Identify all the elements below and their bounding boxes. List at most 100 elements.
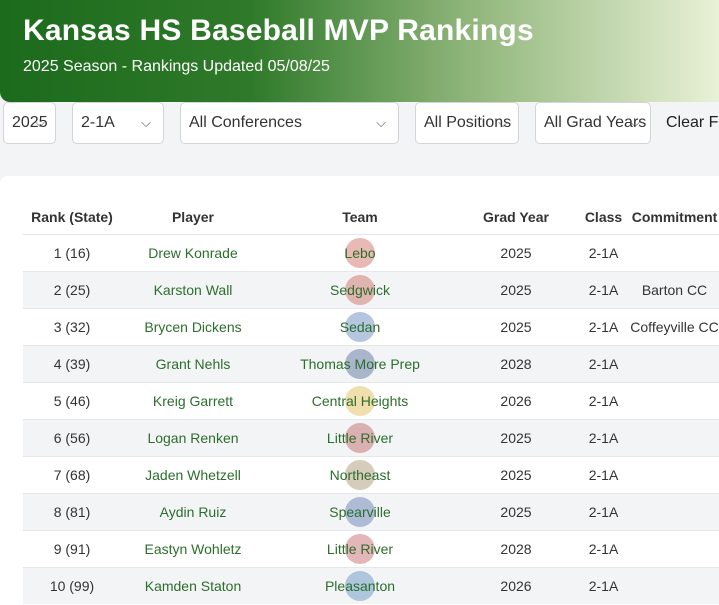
team-link[interactable]: Little River: [326, 430, 394, 446]
team-cell[interactable]: Lebo: [265, 234, 455, 272]
position-select[interactable]: All Positions ⌵: [415, 102, 519, 144]
rank-cell: 2 (25): [23, 271, 121, 309]
commitment-cell: [630, 419, 719, 457]
page-title: Kansas HS Baseball MVP Rankings: [23, 14, 534, 47]
team-wrapper: Lebo: [344, 238, 376, 268]
grad-year-select-value: All Grad Years: [544, 114, 647, 131]
player-link[interactable]: Eastyn Wohletz: [121, 530, 265, 568]
column-header-grad-year[interactable]: Grad Year: [483, 209, 549, 225]
conference-select[interactable]: All Conferences ⌵: [180, 102, 399, 144]
column-header-class[interactable]: Class: [584, 209, 623, 225]
table-row: 1 (16) Drew Konrade Lebo 2025 2-1A: [23, 234, 719, 272]
class-cell: 2-1A: [577, 271, 630, 309]
rank-cell: 4 (39): [23, 345, 121, 383]
year-select[interactable]: 2025 ⌵: [3, 102, 56, 144]
team-wrapper: Sedgwick: [330, 275, 390, 305]
team-cell[interactable]: Pleasanton: [265, 567, 455, 604]
commitment-cell: [630, 567, 719, 604]
clear-filters-button[interactable]: Clear Fi: [666, 114, 719, 131]
team-cell[interactable]: Spearville: [265, 493, 455, 531]
table-row: 9 (91) Eastyn Wohletz Little River 2028 2-1A: [23, 530, 719, 568]
column-header-commitment[interactable]: Commitment: [631, 209, 718, 225]
rank-cell: 8 (81): [23, 493, 121, 531]
table-row: 3 (32) Brycen Dickens Sedan 2025 2-1A Coffeyv…: [23, 308, 719, 346]
team-link[interactable]: Northeast: [329, 467, 391, 483]
table-row: 4 (39) Grant Nehls Thomas More Prep 2028 2-1…: [23, 345, 719, 383]
player-link[interactable]: Aydin Ruiz: [121, 493, 265, 531]
team-logo-icon: [345, 238, 375, 268]
position-select-value: All Positions: [424, 114, 512, 131]
team-cell[interactable]: Northeast: [265, 456, 455, 494]
rankings-panel: Rank (State) Player Team Grad Year Class…: [0, 176, 719, 605]
team-logo-icon: [344, 349, 375, 379]
class-cell: 2-1A: [577, 308, 630, 346]
team-wrapper: Thomas More Prep: [300, 349, 420, 379]
team-logo-icon: [345, 386, 375, 416]
grad-year-cell: 2026: [455, 567, 577, 604]
team-link[interactable]: Pleasanton: [324, 578, 396, 594]
class-select-value: 2-1A: [81, 114, 115, 131]
table-row: 7 (68) Jaden Whetzell Northeast 2025 2-1A: [23, 456, 719, 494]
player-link[interactable]: Drew Konrade: [121, 234, 265, 272]
grad-year-cell: 2028: [455, 530, 577, 568]
chevron-down-icon: ⌵: [35, 115, 45, 130]
team-wrapper: Central Heights: [311, 386, 409, 416]
grad-year-cell: 2025: [455, 419, 577, 457]
rankings-table: Rank (State) Player Team Grad Year Class…: [23, 200, 719, 604]
column-header-player[interactable]: Player: [171, 209, 215, 225]
class-select[interactable]: 2-1A ⌵: [72, 102, 164, 144]
team-link[interactable]: Lebo: [344, 245, 376, 261]
team-link[interactable]: Little River: [326, 541, 394, 557]
team-link[interactable]: Central Heights: [311, 393, 409, 409]
class-cell: 2-1A: [577, 530, 630, 568]
player-link[interactable]: Kamden Staton: [121, 567, 265, 604]
team-logo-icon: [344, 312, 375, 342]
player-link[interactable]: Brycen Dickens: [121, 308, 265, 346]
grad-year-cell: 2025: [455, 493, 577, 531]
team-link[interactable]: Spearville: [329, 504, 391, 520]
player-link[interactable]: Karston Wall: [121, 271, 265, 309]
chevron-down-icon: ⌵: [498, 115, 508, 130]
table-row: 2 (25) Karston Wall Sedgwick 2025 2-1A Barton…: [23, 271, 719, 309]
team-link[interactable]: Thomas More Prep: [300, 356, 420, 372]
commitment-cell: [630, 493, 719, 531]
player-link[interactable]: Kreig Garrett: [121, 382, 265, 420]
team-cell[interactable]: Sedgwick: [265, 271, 455, 309]
team-logo-icon: [344, 423, 375, 453]
commitment-cell: [630, 456, 719, 494]
table-header-row: Rank (State) Player Team Grad Year Class…: [23, 200, 719, 235]
filter-bar: 2025 ⌵ 2-1A ⌵ All Conferences ⌵ All Posi…: [0, 102, 719, 152]
page-header: Kansas HS Baseball MVP Rankings 2025 Sea…: [0, 0, 719, 102]
team-wrapper: Sedan: [339, 312, 381, 342]
team-cell[interactable]: Little River: [265, 419, 455, 457]
team-cell[interactable]: Thomas More Prep: [265, 345, 455, 383]
conference-select-value: All Conferences: [189, 114, 302, 131]
class-cell: 2-1A: [577, 456, 630, 494]
table-row: 5 (46) Kreig Garrett Central Heights 2026 2-…: [23, 382, 719, 420]
team-logo-icon: [345, 571, 375, 601]
team-cell[interactable]: Central Heights: [265, 382, 455, 420]
rank-cell: 1 (16): [23, 234, 121, 272]
rank-cell: 3 (32): [23, 308, 121, 346]
grad-year-cell: 2025: [455, 456, 577, 494]
team-link[interactable]: Sedan: [339, 319, 381, 335]
commitment-cell: [630, 382, 719, 420]
team-logo-icon: [344, 497, 375, 527]
grad-year-select[interactable]: All Grad Years ⌵: [535, 102, 651, 144]
commitment-cell: Barton CC: [630, 271, 719, 309]
team-wrapper: Little River: [326, 534, 394, 564]
chevron-down-icon: ⌵: [376, 115, 386, 130]
player-link[interactable]: Logan Renken: [121, 419, 265, 457]
team-cell[interactable]: Sedan: [265, 308, 455, 346]
column-header-rank[interactable]: Rank (State): [31, 209, 113, 225]
team-cell[interactable]: Little River: [265, 530, 455, 568]
player-link[interactable]: Grant Nehls: [121, 345, 265, 383]
class-cell: 2-1A: [577, 493, 630, 531]
team-logo-icon: [344, 460, 375, 490]
team-link[interactable]: Sedgwick: [330, 282, 390, 298]
commitment-cell: Coffeyville CC: [630, 308, 719, 346]
column-header-team[interactable]: Team: [342, 209, 378, 225]
rank-cell: 9 (91): [23, 530, 121, 568]
table-row: 10 (99) Kamden Staton Pleasanton 2026 2-1A: [23, 567, 719, 604]
player-link[interactable]: Jaden Whetzell: [121, 456, 265, 494]
